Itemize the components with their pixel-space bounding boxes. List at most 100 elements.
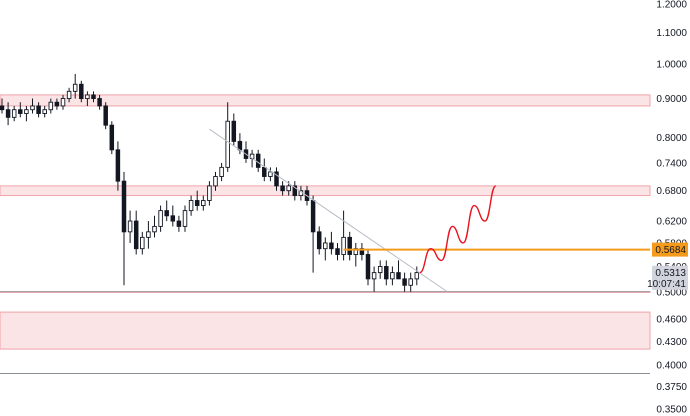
- candle: [97, 94, 102, 110]
- candle: [11, 105, 17, 122]
- candle: [188, 195, 194, 216]
- candle-body: [268, 171, 273, 177]
- candle: [341, 210, 346, 261]
- candle: [194, 190, 200, 211]
- candle: [207, 181, 212, 206]
- candles-layer: [0, 73, 420, 292]
- candle-body: [335, 248, 340, 255]
- candle-body: [11, 109, 17, 118]
- candle-body: [176, 220, 182, 227]
- y-tick-label: 0.5000: [656, 287, 687, 298]
- candle-body: [133, 220, 139, 250]
- candle: [316, 226, 322, 255]
- supply-demand-zone-2[interactable]: [0, 185, 651, 197]
- candle: [133, 210, 139, 255]
- y-tick-label: 0.4300: [656, 337, 687, 348]
- candle-body: [152, 225, 157, 233]
- candle-body: [402, 278, 407, 286]
- y-tick-label: 0.9000: [656, 94, 687, 105]
- candle: [390, 266, 395, 286]
- candle-body: [225, 120, 230, 168]
- candle: [225, 102, 230, 172]
- resistance-badge-bg: [652, 242, 688, 257]
- resistance-badge-label: 0.5684: [655, 245, 686, 256]
- candle-body: [109, 124, 115, 151]
- zones-layer: [0, 94, 651, 350]
- candle: [365, 248, 371, 286]
- candle-body: [115, 149, 121, 182]
- candle: [201, 195, 206, 211]
- last-price-badge-bg: [652, 265, 688, 290]
- candle: [91, 91, 96, 103]
- price-axis[interactable]: 1.2000 1.1000 1.0000 0.9000 0.8000 0.7400 0.68…: [647, 0, 688, 416]
- supply-demand-zone-4[interactable]: [0, 311, 651, 350]
- last-price-label: 0.5313: [655, 268, 686, 279]
- candle-body: [146, 231, 151, 238]
- candle: [79, 80, 84, 103]
- candle-body: [390, 272, 395, 280]
- candle: [243, 141, 249, 163]
- candle: [54, 98, 60, 110]
- candle: [371, 266, 377, 292]
- y-tick-label: 0.7400: [656, 158, 687, 169]
- candle: [323, 237, 328, 261]
- candle: [310, 195, 316, 273]
- candle-body: [280, 185, 285, 192]
- y-tick-label: 0.6800: [656, 186, 687, 197]
- candle: [268, 167, 273, 182]
- resistance-price-badge[interactable]: 0.5684: [652, 242, 688, 257]
- candle: [5, 102, 11, 126]
- candle-body: [79, 83, 84, 100]
- candle: [48, 98, 54, 114]
- candle-body: [164, 210, 169, 217]
- supply-demand-zone-1[interactable]: [0, 94, 651, 107]
- candle: [0, 98, 5, 114]
- y-tick-label: 0.4600: [656, 315, 687, 326]
- candle: [280, 181, 285, 196]
- candle-body: [170, 215, 176, 222]
- candle: [384, 260, 389, 286]
- candle: [115, 141, 121, 191]
- candle-body: [384, 266, 389, 280]
- candle-body: [18, 109, 23, 114]
- candle: [30, 98, 35, 114]
- candle-body: [219, 166, 224, 177]
- candle-body: [231, 120, 237, 142]
- candle-body: [201, 200, 206, 206]
- candle: [127, 210, 133, 243]
- candle-body: [188, 200, 194, 212]
- candle-body: [377, 266, 383, 274]
- candle-body: [140, 236, 145, 250]
- candle-body: [347, 236, 352, 255]
- candle: [335, 242, 340, 261]
- candle: [359, 242, 365, 261]
- candle: [164, 200, 169, 222]
- projected-price-path[interactable]: [419, 185, 497, 274]
- candle-body: [97, 98, 102, 107]
- candle: [36, 102, 41, 118]
- candle: [231, 113, 237, 146]
- candle: [18, 102, 23, 118]
- bar-countdown-label: 10:07:41: [647, 279, 686, 290]
- candle-body: [48, 101, 54, 111]
- candle: [182, 205, 188, 232]
- candle-body: [0, 105, 5, 111]
- candle: [158, 205, 163, 232]
- candle: [213, 171, 218, 191]
- y-tick-label: 0.4000: [656, 361, 687, 372]
- candle-body: [286, 185, 291, 192]
- candle-body: [158, 210, 163, 227]
- candle: [85, 91, 90, 106]
- candle: [329, 231, 334, 255]
- y-tick-label: 1.2000: [656, 0, 687, 11]
- candle: [262, 158, 267, 182]
- candle-body: [30, 105, 35, 111]
- candle: [377, 260, 383, 279]
- descending-trendline[interactable]: [209, 128, 448, 293]
- y-tick-label: 0.3750: [656, 382, 687, 393]
- candle-body: [103, 105, 108, 126]
- candle-body: [24, 109, 29, 114]
